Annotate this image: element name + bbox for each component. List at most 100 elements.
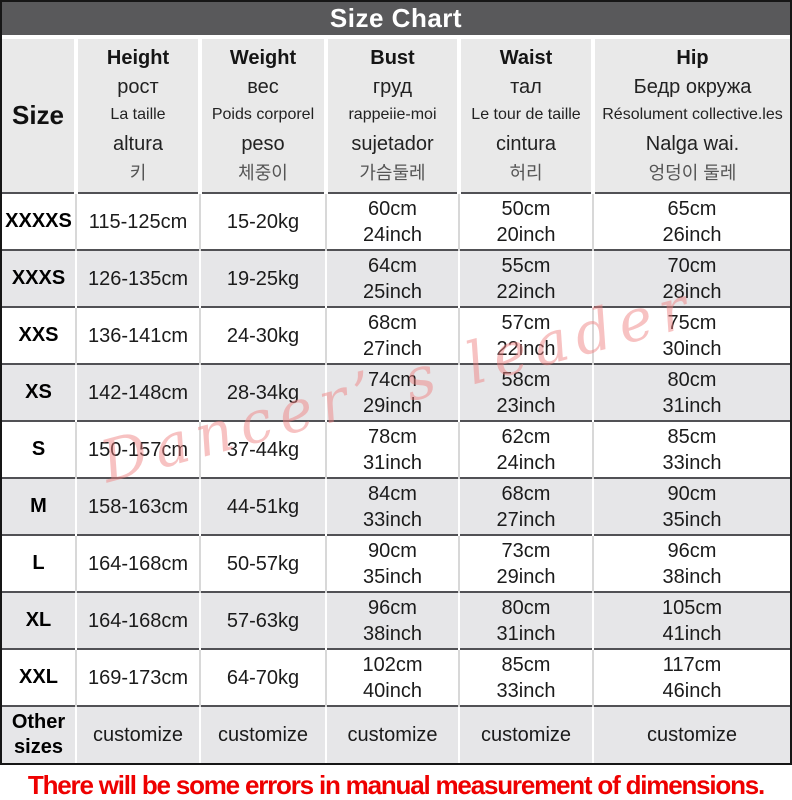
cell-line: 57cm [501, 311, 551, 334]
cell-waist: 62cm 24inch [458, 420, 593, 478]
cell-line: 90cm [368, 539, 417, 562]
cell-line: 24-30kg [226, 324, 300, 347]
header-label-ru: груд [372, 76, 413, 98]
table-row: L 164-168cm 50-57kg 90cm 35inch 73cm 29inch 96c… [2, 534, 790, 592]
cell-size: XXL [2, 648, 76, 706]
header-label-fr: La taille [110, 106, 166, 123]
cell-line: 35inch [363, 565, 422, 588]
cell-line: 33inch [496, 679, 556, 702]
cell-waist: 58cm 23inch [458, 363, 593, 421]
cell-weight: customize [199, 705, 326, 763]
cell-weight: 57-63kg [199, 591, 326, 649]
cell-height: 164-168cm [75, 534, 200, 592]
cell-line: 19-25kg [226, 267, 300, 290]
cell-size: XS [2, 363, 76, 421]
table-row: XL 164-168cm 57-63kg 96cm 38inch 80cm 31inch 10… [2, 591, 790, 649]
cell-line: customize [92, 724, 184, 746]
measurement-disclaimer: There will be some errors in manual meas… [27, 770, 765, 800]
cell-line: 27inch [363, 337, 422, 360]
cell-line: 68cm [501, 482, 551, 505]
cell-line: 85cm [501, 653, 551, 676]
cell-line: 26inch [662, 223, 722, 246]
cell-line: 102cm [362, 653, 423, 676]
cell-line: 105cm [661, 596, 723, 619]
cell-size: XXXS [2, 249, 76, 307]
cell-weight: 44-51kg [199, 477, 326, 535]
table-row: XXS 136-141cm 24-30kg 68cm 27inch 57cm 22inch 7… [2, 306, 790, 364]
cell-line: 55cm [501, 254, 551, 277]
header-label-ru: тал [510, 76, 542, 98]
cell-line: 50cm [501, 197, 551, 220]
cell-line: 30inch [662, 337, 722, 360]
cell-line: 41inch [662, 622, 722, 645]
cell-line: XXL [19, 666, 58, 688]
cell-line: 22inch [496, 337, 556, 360]
cell-bust: 90cm 35inch [325, 534, 459, 592]
cell-size: XL [2, 591, 76, 649]
cell-weight: 37-44kg [199, 420, 326, 478]
cell-line: 23inch [496, 394, 556, 417]
column-header-waist: Waist тал Le tour de taille cintura 허리 [457, 39, 593, 193]
cell-height: 164-168cm [75, 591, 200, 649]
column-header-hip: Hip Бедр окружа Résolument collective.le… [591, 39, 790, 193]
cell-line: 38inch [363, 622, 422, 645]
cell-line: S [31, 438, 46, 460]
cell-line: 65cm [667, 197, 717, 220]
header-label-en: Weight [229, 47, 297, 69]
cell-line: 25inch [363, 280, 422, 303]
cell-weight: 50-57kg [199, 534, 326, 592]
cell-hip: 80cm 31inch [592, 363, 790, 421]
header-label-es: cintura [495, 133, 557, 155]
cell-line: 57-63kg [226, 609, 300, 632]
column-header-bust: Bust груд rappeiie-moi sujetador 가슴둘레 [324, 39, 459, 193]
cell-waist: 50cm 20inch [458, 192, 593, 250]
cell-line: 80cm [501, 596, 551, 619]
cell-line: 74cm [368, 368, 417, 391]
header-label-ko: 키 [129, 163, 147, 183]
cell-line: 35inch [662, 508, 722, 531]
cell-height: 142-148cm [75, 363, 200, 421]
cell-line: 117cm [662, 653, 722, 676]
cell-hip: 117cm 46inch [592, 648, 790, 706]
cell-line: 64-70kg [226, 666, 300, 689]
cell-weight: 64-70kg [199, 648, 326, 706]
cell-line: XXS [18, 324, 59, 346]
header-label-en: Height [106, 47, 170, 69]
cell-line: customize [480, 724, 572, 746]
cell-line: 28inch [662, 280, 722, 303]
cell-weight: 19-25kg [199, 249, 326, 307]
cell-waist: customize [458, 705, 593, 763]
cell-line: 31inch [662, 394, 722, 417]
cell-line: 33inch [662, 451, 722, 474]
table-row: XXXXS 115-125cm 15-20kg 60cm 24inch 50cm 20inc… [2, 192, 790, 250]
cell-line: 38inch [662, 565, 722, 588]
cell-hip: 75cm 30inch [592, 306, 790, 364]
size-chart-container: Size Chart Size Height рост La taille al… [0, 0, 792, 765]
header-label-fr: Le tour de taille [471, 106, 581, 123]
cell-line: 78cm [368, 425, 417, 448]
cell-line: 24inch [363, 223, 422, 246]
cell-waist: 80cm 31inch [458, 591, 593, 649]
column-header-height: Height рост La taille altura 키 [74, 39, 200, 193]
header-row: Size Height рост La taille altura 키 Weig… [2, 39, 790, 193]
header-label-ko: 엉덩이 둘레 [648, 163, 737, 183]
cell-hip: 90cm 35inch [592, 477, 790, 535]
cell-line: M [30, 495, 47, 517]
cell-line: 44-51kg [226, 495, 300, 518]
cell-size: M [2, 477, 76, 535]
header-label-ru: Бедр окружа [633, 76, 752, 98]
header-label-en: Hip [676, 47, 709, 69]
header-label-es: sujetador [351, 133, 434, 155]
cell-line: 70cm [667, 254, 717, 277]
cell-size: Other sizes [2, 705, 76, 763]
cell-line: 75cm [667, 311, 717, 334]
header-label-ko: 가슴둘레 [359, 163, 426, 183]
cell-line: 31inch [363, 451, 422, 474]
cell-bust: 96cm 38inch [325, 591, 459, 649]
cell-bust: 60cm 24inch [325, 192, 459, 250]
cell-bust: customize [325, 705, 459, 763]
cell-line: 29inch [496, 565, 556, 588]
chart-title: Size Chart [2, 2, 790, 35]
header-label-en: Waist [499, 47, 553, 69]
cell-waist: 85cm 33inch [458, 648, 593, 706]
